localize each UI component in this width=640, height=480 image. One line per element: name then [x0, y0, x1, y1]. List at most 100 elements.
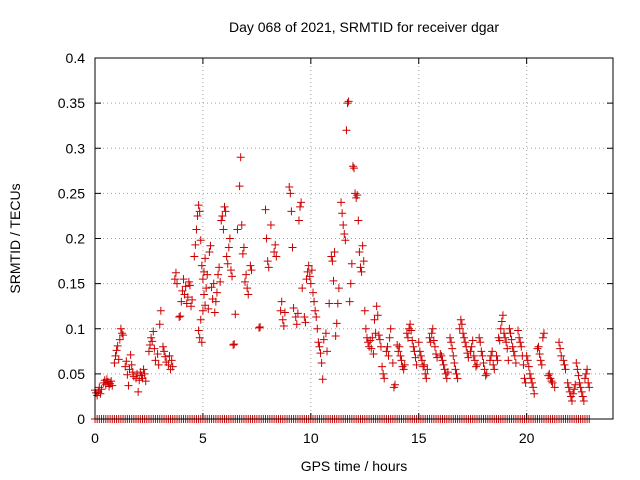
- data-point: [368, 333, 377, 342]
- x-tick-label: 5: [199, 430, 207, 446]
- x-tick-label: 20: [519, 430, 535, 446]
- data-point: [194, 201, 203, 210]
- data-point: [350, 164, 358, 173]
- data-point: [195, 207, 204, 216]
- data-point: [241, 277, 250, 286]
- data-point: [534, 342, 543, 351]
- data-point: [221, 207, 230, 216]
- data-point: [148, 337, 157, 346]
- data-point: [153, 350, 162, 359]
- data-point: [160, 347, 169, 356]
- data-point: [557, 351, 566, 360]
- y-tick-label: 0.05: [58, 366, 85, 382]
- data-point: [342, 126, 351, 135]
- data-point: [516, 338, 525, 347]
- data-point: [515, 333, 524, 342]
- data-point: [411, 353, 420, 362]
- data-point: [266, 220, 275, 229]
- data-point: [229, 340, 238, 349]
- data-point: [463, 349, 472, 358]
- y-axis-label: SRMTID / TECUs: [7, 183, 23, 293]
- data-point: [197, 261, 206, 270]
- data-point: [112, 346, 121, 355]
- data-point: [536, 356, 545, 365]
- data-point: [391, 380, 400, 389]
- data-point: [396, 351, 405, 360]
- data-point: [158, 342, 167, 351]
- data-point: [357, 267, 366, 276]
- data-point: [171, 268, 180, 277]
- data-point: [341, 236, 350, 245]
- data-point: [427, 329, 436, 338]
- data-point: [438, 356, 447, 365]
- data-point: [133, 369, 142, 378]
- data-point: [450, 359, 459, 368]
- data-point: [505, 324, 514, 333]
- data-point: [509, 347, 518, 356]
- data-point: [161, 352, 170, 361]
- data-point: [218, 211, 227, 220]
- data-point: [310, 297, 319, 306]
- data-point: [156, 306, 165, 315]
- data-point: [95, 383, 104, 392]
- data-point: [263, 257, 272, 266]
- data-point: [139, 365, 148, 374]
- data-point: [470, 356, 479, 365]
- data-point: [155, 320, 164, 329]
- data-point: [338, 209, 347, 218]
- data-point: [144, 347, 153, 356]
- data-point: [560, 360, 569, 369]
- data-point: [393, 340, 402, 349]
- data-point: [334, 284, 343, 293]
- data-point: [380, 374, 389, 383]
- data-point: [471, 362, 480, 371]
- data-point: [550, 383, 559, 392]
- data-point: [511, 359, 520, 368]
- data-point: [571, 380, 580, 389]
- data-point: [585, 383, 594, 392]
- data-point: [422, 374, 431, 383]
- data-point: [524, 362, 533, 371]
- data-point: [439, 360, 448, 369]
- data-point: [202, 284, 211, 293]
- data-point: [346, 279, 355, 288]
- data-point: [351, 189, 360, 198]
- data-point: [231, 310, 240, 319]
- data-point: [565, 387, 574, 396]
- data-point: [197, 338, 206, 347]
- data-point: [198, 275, 207, 284]
- data-point: [319, 335, 328, 344]
- data-point: [178, 286, 187, 295]
- data-point: [205, 248, 214, 257]
- data-point: [453, 374, 462, 383]
- data-point: [182, 299, 191, 308]
- data-point: [223, 259, 232, 268]
- data-point: [530, 389, 539, 398]
- data-point: [261, 205, 270, 214]
- y-tick-label: 0.35: [58, 95, 85, 111]
- data-point: [111, 351, 120, 360]
- data-point: [567, 396, 576, 405]
- data-point: [364, 338, 373, 347]
- data-point: [126, 350, 135, 359]
- data-point: [384, 351, 393, 360]
- data-point: [457, 320, 466, 329]
- data-point: [176, 312, 185, 321]
- data-point: [244, 290, 253, 299]
- data-point: [510, 351, 519, 360]
- data-point: [255, 323, 264, 332]
- data-point: [96, 389, 105, 398]
- data-point: [576, 383, 585, 392]
- data-point: [482, 369, 491, 378]
- data-point: [496, 324, 505, 333]
- data-point: [348, 162, 357, 171]
- data-point: [294, 216, 303, 225]
- data-point: [308, 288, 317, 297]
- x-axis-label: GPS time / hours: [301, 458, 408, 474]
- data-point: [519, 360, 528, 369]
- data-point: [425, 333, 434, 342]
- data-point: [224, 243, 233, 252]
- data-point: [570, 385, 579, 394]
- data-point: [222, 252, 231, 261]
